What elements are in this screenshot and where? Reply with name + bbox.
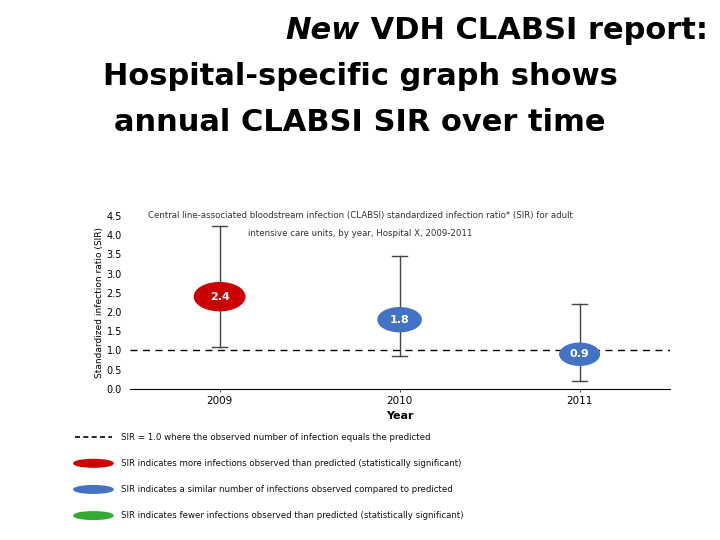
Circle shape: [74, 512, 113, 519]
Ellipse shape: [559, 343, 599, 365]
Text: annual CLABSI SIR over time: annual CLABSI SIR over time: [114, 108, 606, 137]
Circle shape: [74, 460, 113, 467]
Ellipse shape: [194, 282, 245, 310]
Ellipse shape: [378, 308, 421, 332]
Text: New: New: [286, 16, 360, 45]
Text: 1.8: 1.8: [390, 315, 410, 325]
Text: SIR indicates more infections observed than predicted (statistically significant: SIR indicates more infections observed t…: [121, 459, 462, 468]
Text: SIR = 1.0 where the observed number of infection equals the predicted: SIR = 1.0 where the observed number of i…: [121, 433, 431, 442]
Text: Hospital-specific graph shows: Hospital-specific graph shows: [102, 62, 618, 91]
Text: 2.4: 2.4: [210, 292, 230, 302]
Text: Central line-associated bloodstream infection (CLABSI) standardized infection ra: Central line-associated bloodstream infe…: [148, 211, 572, 220]
Circle shape: [74, 485, 113, 493]
Text: VDH CLABSI report:: VDH CLABSI report:: [360, 16, 708, 45]
Text: SIR indicates a similar number of infections observed compared to predicted: SIR indicates a similar number of infect…: [121, 485, 453, 494]
Y-axis label: Standardized infection ratio (SIR): Standardized infection ratio (SIR): [95, 227, 104, 378]
Text: SIR indicates fewer infections observed than predicted (statistically significan: SIR indicates fewer infections observed …: [121, 511, 464, 520]
Text: intensive care units, by year, Hospital X, 2009‑2011: intensive care units, by year, Hospital …: [248, 230, 472, 239]
X-axis label: Year: Year: [386, 410, 413, 421]
Text: 0.9: 0.9: [570, 349, 590, 359]
